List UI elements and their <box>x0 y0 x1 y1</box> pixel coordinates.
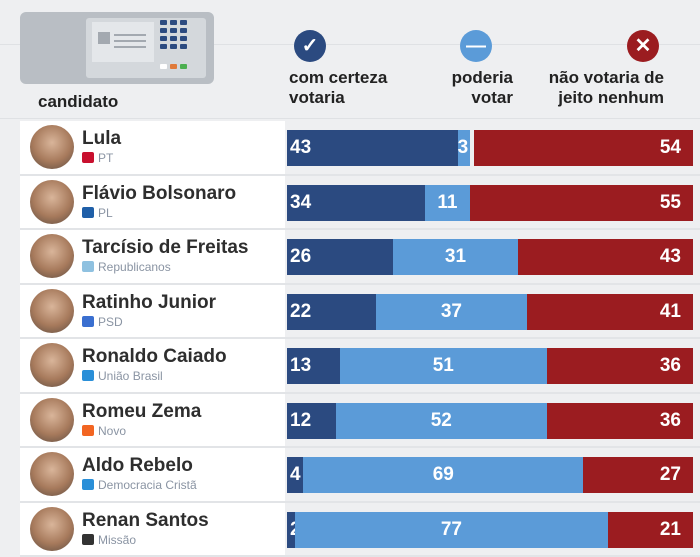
bar-segment-never: 36 <box>546 402 693 439</box>
legend-label: com certeza votaria <box>289 68 387 108</box>
candidate-name: Aldo Rebelo <box>82 455 193 476</box>
bar-segment-never: 55 <box>469 184 693 221</box>
party-label: PT <box>82 151 113 165</box>
legend-label-line2: votar <box>471 88 513 107</box>
bar-segment-certain: 43 <box>287 130 462 166</box>
candidate-row: Flávio Bolsonaro PL <box>20 175 285 228</box>
party-label: Republicanos <box>82 260 171 274</box>
candidate-name: Flávio Bolsonaro <box>82 182 237 204</box>
party-label: Novo <box>82 424 126 438</box>
party-name: Missão <box>98 532 137 547</box>
party-logo-icon <box>82 261 94 272</box>
legend-label-line2: jeito nenhum <box>558 88 664 107</box>
party-logo-icon <box>82 424 94 436</box>
legend-label: não votaria de jeito nenhum <box>528 68 664 108</box>
row-divider <box>20 337 700 339</box>
party-label: Missão <box>82 533 136 547</box>
candidate-row: Lula PT <box>20 121 285 174</box>
party-logo-icon <box>82 479 94 490</box>
candidate-row: Tarcísio de Freitas Republicanos <box>20 230 285 283</box>
bar-segment-maybe: 11 <box>425 184 470 221</box>
candidate-photo <box>30 343 74 387</box>
row-divider <box>20 173 700 176</box>
candidate-row: Ratinho Junior PSD <box>20 284 285 337</box>
party-label: União Brasil <box>82 369 163 383</box>
candidate-row: Romeu Zema Novo <box>20 393 285 446</box>
candidate-photo <box>30 125 74 169</box>
bar-segment-maybe: 51 <box>339 348 547 384</box>
candidate-row: Ronaldo Caiado União Brasil <box>20 339 285 392</box>
x-icon: ✕ <box>627 30 659 62</box>
bar-segment-maybe: 52 <box>335 402 547 439</box>
row-divider <box>20 228 700 230</box>
party-name: PL <box>98 205 113 220</box>
bar-segment-maybe: 37 <box>376 293 527 330</box>
legend-label-line1: com certeza <box>289 68 388 87</box>
candidate-name: Lula <box>82 128 122 149</box>
party-name: PSD <box>98 314 123 329</box>
check-icon: ✓ <box>294 30 326 62</box>
candidate-photo <box>30 506 74 551</box>
party-label: Democracia Cristã <box>82 478 197 492</box>
bar-segment-certain: 12 <box>287 402 336 439</box>
bar-segment-certain: 22 <box>287 293 377 330</box>
party-name: Democracia Cristã <box>98 478 197 492</box>
candidate-photo <box>30 452 74 496</box>
legend-label-line2: votaria <box>289 88 345 107</box>
candidate-photo <box>30 234 74 278</box>
bar-segment-maybe: 77 <box>295 511 608 548</box>
party-name: Republicanos <box>98 260 171 274</box>
candidate-name: Ronaldo Caiado <box>82 346 227 367</box>
row-divider <box>20 282 700 285</box>
minus-icon: — <box>460 30 492 62</box>
candidate-photo <box>30 397 74 442</box>
row-divider <box>20 500 700 503</box>
party-name: Novo <box>98 423 127 438</box>
candidate-name: Tarcísio de Freitas <box>82 237 249 258</box>
legend-label-line1: poderia <box>451 68 513 87</box>
bar-segment-certain: 34 <box>287 184 426 221</box>
party-label: PL <box>82 206 113 220</box>
party-name: União Brasil <box>98 369 163 383</box>
bar-segment-never: 21 <box>607 511 693 548</box>
party-logo-icon <box>82 206 94 218</box>
bar-segment-certain: 2 <box>287 511 301 548</box>
bar-segment-maybe: 69 <box>303 457 584 493</box>
legend-label-line1: não votaria de <box>548 68 664 87</box>
bar-segment-certain: 26 <box>287 239 393 275</box>
bar-segment-maybe: 3 <box>457 130 470 166</box>
bar-segment-never: 43 <box>518 239 693 275</box>
candidate-photo <box>30 288 74 333</box>
candidate-name: Renan Santos <box>82 509 209 531</box>
row-divider <box>20 391 700 394</box>
bar-segment-never: 27 <box>583 457 693 493</box>
candidate-photo <box>30 179 74 224</box>
party-logo-icon <box>82 533 94 545</box>
candidate-row: Renan Santos Missão <box>20 502 285 555</box>
row-divider <box>20 446 700 448</box>
bar-segment-maybe: 31 <box>392 239 519 275</box>
candidate-name: Romeu Zema <box>82 400 202 422</box>
voting-machine-illustration <box>20 12 214 84</box>
bar-segment-certain: 13 <box>287 348 340 384</box>
party-logo-icon <box>82 152 94 163</box>
bar-segment-never: 41 <box>526 293 693 330</box>
bar-segment-never: 36 <box>546 348 693 384</box>
bar-segment-never: 54 <box>473 130 693 166</box>
candidate-column-header: candidato <box>38 92 119 111</box>
candidate-row: Aldo Rebelo Democracia Cristã <box>20 448 285 501</box>
party-label: PSD <box>82 315 123 329</box>
bar-segment-certain: 4 <box>287 457 304 493</box>
party-logo-icon <box>82 315 94 327</box>
legend-label: poderia votar <box>438 68 513 108</box>
party-logo-icon <box>82 370 94 381</box>
candidate-name: Ratinho Junior <box>82 291 217 313</box>
party-name: PT <box>98 151 114 165</box>
